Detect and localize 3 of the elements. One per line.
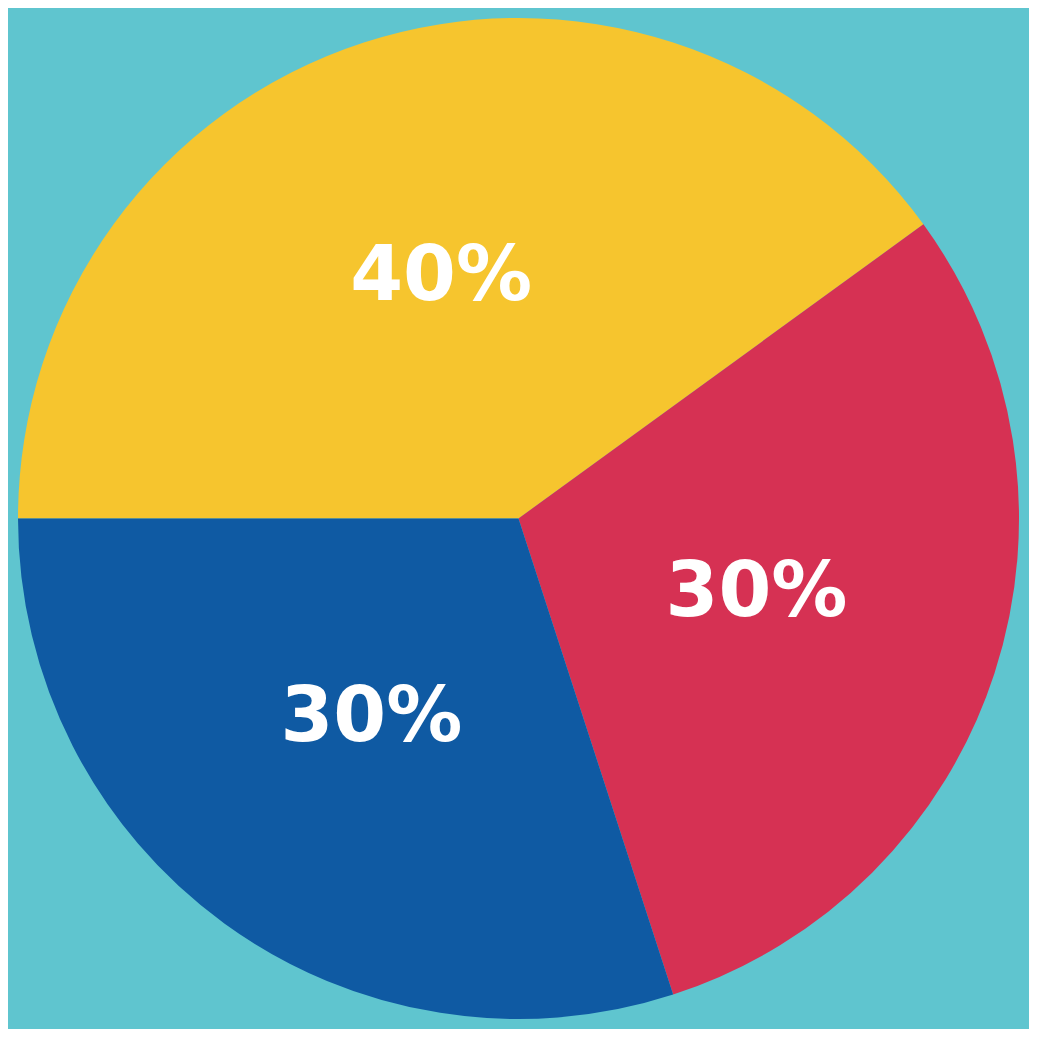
data-label: 40%	[350, 229, 533, 319]
data-label: 30%	[665, 544, 848, 634]
data-label: 30%	[280, 669, 463, 759]
